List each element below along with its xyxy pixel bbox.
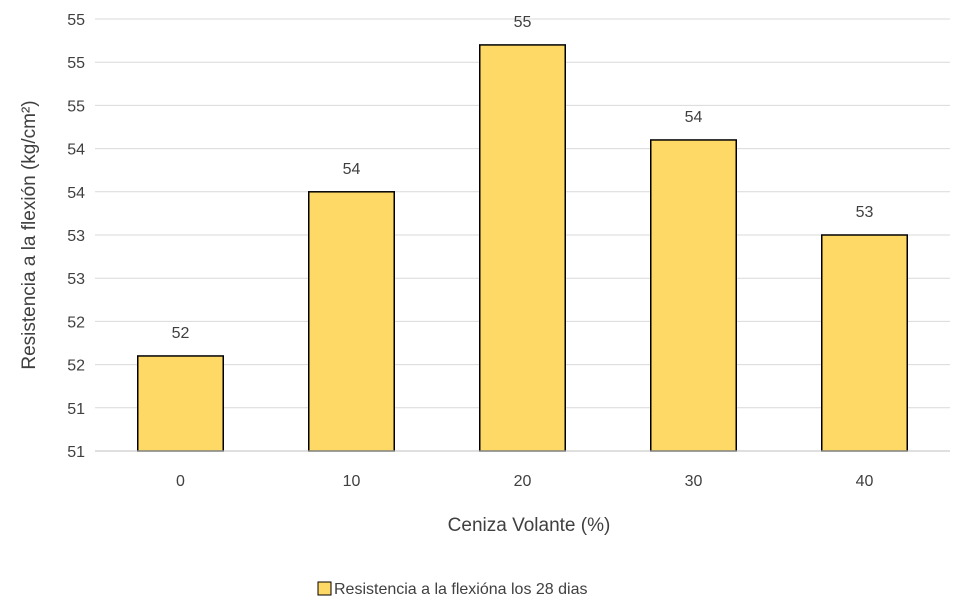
y-tick-label: 52 (67, 314, 85, 331)
data-label: 53 (856, 204, 874, 221)
y-tick-label: 51 (67, 444, 85, 461)
y-tick-label: 53 (67, 228, 85, 245)
bar (308, 191, 395, 452)
x-axis-ticks: 0 10 20 30 40 (176, 473, 873, 490)
y-tick-label: 55 (67, 98, 85, 115)
legend-swatch (317, 581, 332, 596)
data-label: 55 (514, 14, 532, 31)
bar (479, 44, 566, 452)
x-tick-label: 40 (856, 473, 874, 490)
bar (137, 355, 224, 452)
data-label: 54 (343, 161, 361, 178)
bar (650, 139, 737, 452)
y-tick-label: 55 (67, 12, 85, 29)
data-label: 54 (685, 109, 703, 126)
x-tick-label: 30 (685, 473, 703, 490)
y-tick-label: 51 (67, 401, 85, 418)
y-axis-title: Resistencia a la flexión (kg/cm²) (19, 100, 40, 369)
x-tick-label: 20 (514, 473, 532, 490)
data-label: 52 (172, 325, 190, 342)
bar (821, 234, 908, 452)
legend: Resistencia a la flexióna los 28 dias (317, 581, 587, 598)
x-axis-title: Ceniza Volante (%) (448, 515, 611, 536)
y-tick-label: 52 (67, 358, 85, 375)
data-labels: 52 54 55 54 53 (172, 14, 874, 342)
x-tick-label: 10 (343, 473, 361, 490)
legend-label: Resistencia a la flexióna los 28 dias (334, 581, 587, 598)
y-axis-ticks: 51 51 52 52 53 53 54 54 55 55 55 (67, 12, 85, 461)
x-tick-label: 0 (176, 473, 185, 490)
y-tick-label: 55 (67, 55, 85, 72)
y-tick-label: 54 (67, 142, 85, 159)
y-tick-label: 53 (67, 271, 85, 288)
y-tick-label: 54 (67, 185, 85, 202)
